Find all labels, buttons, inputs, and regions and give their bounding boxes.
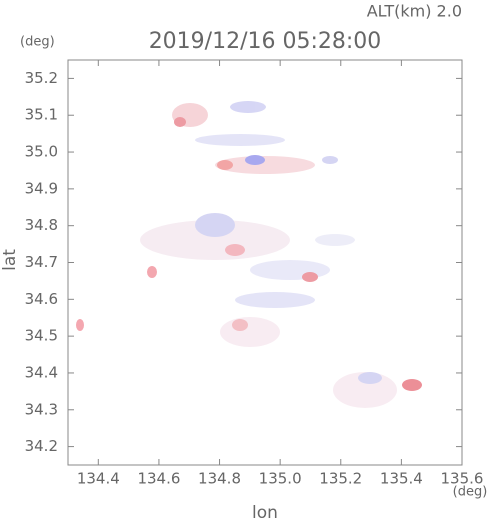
chart-title: 2019/12/16 05:28:00 (149, 29, 382, 54)
echo-patch (358, 372, 382, 384)
echo-patch (245, 155, 265, 165)
y-tick-label: 35.0 (25, 143, 58, 161)
y-tick-label: 35.2 (25, 69, 58, 87)
echo-patch (302, 272, 318, 282)
echo-patch (235, 292, 315, 308)
x-tick-label: 134.6 (137, 470, 180, 488)
echo-patch (217, 160, 233, 170)
x-unit: (deg) (453, 485, 488, 500)
echo-patch (140, 220, 290, 260)
x-tick-label: 134.4 (77, 470, 120, 488)
y-tick-label: 34.5 (25, 327, 58, 345)
echo-patch (333, 372, 397, 408)
y-tick-label: 34.2 (25, 437, 58, 455)
y-tick-label: 35.1 (25, 106, 58, 124)
echo-patch (76, 319, 84, 331)
y-tick-label: 34.3 (25, 400, 58, 418)
echo-patch (220, 317, 280, 347)
x-tick-label: 135.6 (441, 470, 484, 488)
x-tick-label: 135.4 (380, 470, 423, 488)
x-axis-label: lon (252, 503, 278, 521)
echo-patch (174, 117, 186, 127)
echo-patch (147, 266, 157, 278)
echo-patch (402, 379, 422, 391)
echo-patch (315, 234, 355, 246)
y-axis-label: lat (0, 249, 20, 271)
y-tick-label: 34.8 (25, 216, 58, 234)
x-tick-label: 135.2 (319, 470, 362, 488)
y-tick-label: 34.6 (25, 290, 58, 308)
y-tick-label: 34.9 (25, 179, 58, 197)
y-tick-label: 34.4 (25, 363, 58, 381)
echo-patches (76, 101, 422, 408)
y-unit: (deg) (20, 35, 55, 50)
y-tick-label: 34.7 (25, 253, 58, 271)
echo-patch (322, 156, 338, 164)
echo-patch (195, 213, 235, 237)
altitude-label: ALT(km) 2.0 (367, 2, 462, 21)
echo-patch (232, 319, 248, 331)
echo-patch (225, 244, 245, 256)
echo-patch (195, 134, 285, 146)
x-tick-label: 135.0 (259, 470, 302, 488)
echo-patch (230, 101, 266, 113)
echo-patch (215, 156, 315, 174)
x-tick-label: 134.8 (198, 470, 241, 488)
